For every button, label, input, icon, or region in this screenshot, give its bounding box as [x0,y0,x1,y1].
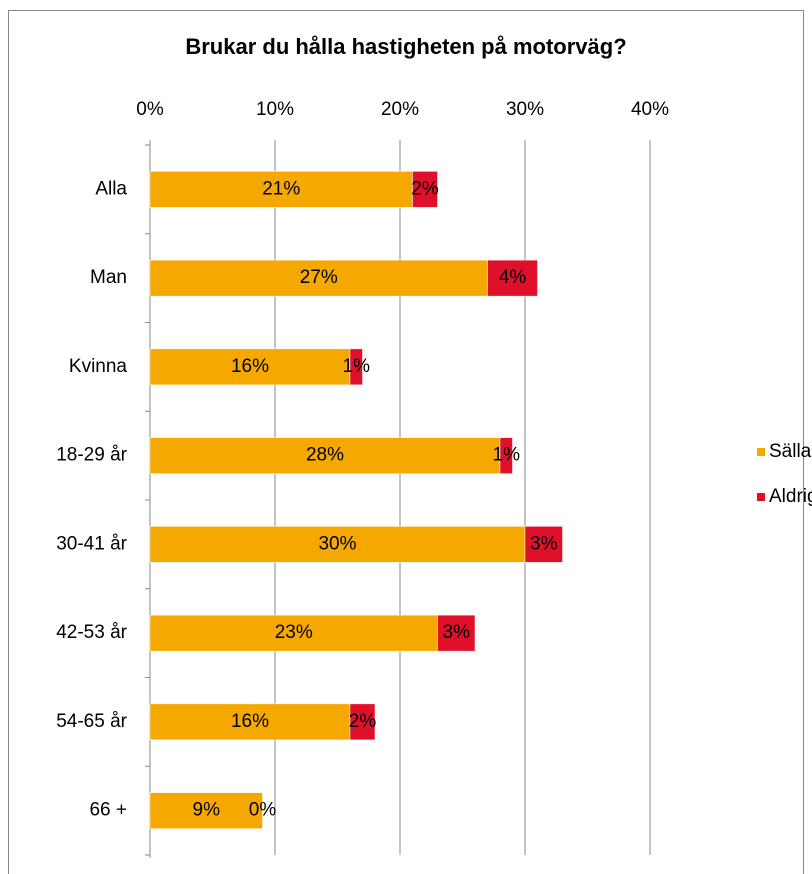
data-label: 2% [349,711,377,732]
y-tick-label: 42-53 år [56,622,127,643]
x-tick-label: 0% [136,99,164,120]
bar-segment [149,792,263,829]
x-tick-label: 20% [381,99,419,120]
bar-segment [349,348,363,386]
data-label: 23% [275,622,313,643]
x-tick-label: 40% [631,99,669,120]
chart-title: Brukar du hålla hastigheten på motorväg? [185,34,626,59]
y-tick-label: 54-65 år [56,711,127,732]
y-tick-label: 66 + [89,800,127,821]
data-label: 27% [300,267,338,288]
legend-label: Aldrig [769,486,812,507]
data-label: 1% [493,445,521,466]
y-tick-label: Man [90,267,127,288]
data-label: 30% [318,533,356,554]
bar-segment [149,526,526,563]
data-label: 9% [193,800,221,821]
x-tick-label: 30% [506,99,544,120]
legend-swatch [757,493,765,501]
bar-segment [349,703,376,741]
bar-segment [412,171,438,208]
y-tick-label: 18-29 år [56,445,127,466]
data-label: 2% [411,178,439,199]
legend-swatch [757,448,765,456]
legend-label: Sällan [769,441,812,462]
bar-segment [524,526,563,563]
data-label: 16% [231,356,269,377]
data-label: 0% [249,800,277,821]
x-tick-label: 10% [256,99,294,120]
bar-segment [487,259,538,297]
bar-segment [149,171,413,208]
y-tick-label: Kvinna [69,356,128,377]
data-label: 3% [530,533,558,554]
bar-segment [149,259,488,297]
data-label: 3% [443,622,471,643]
bar-segment [499,437,513,474]
data-label: 16% [231,711,269,732]
data-label: 21% [262,178,300,199]
bar-segment [149,437,501,474]
y-tick-label: Alla [95,178,127,199]
y-tick-label: 30-41 år [56,533,127,554]
data-label: 28% [306,445,344,466]
data-label: 4% [499,267,527,288]
bar-segment [437,614,476,652]
data-label: 1% [343,356,371,377]
